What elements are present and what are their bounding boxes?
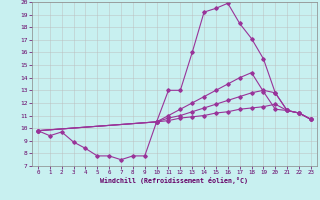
X-axis label: Windchill (Refroidissement éolien,°C): Windchill (Refroidissement éolien,°C) xyxy=(100,177,248,184)
